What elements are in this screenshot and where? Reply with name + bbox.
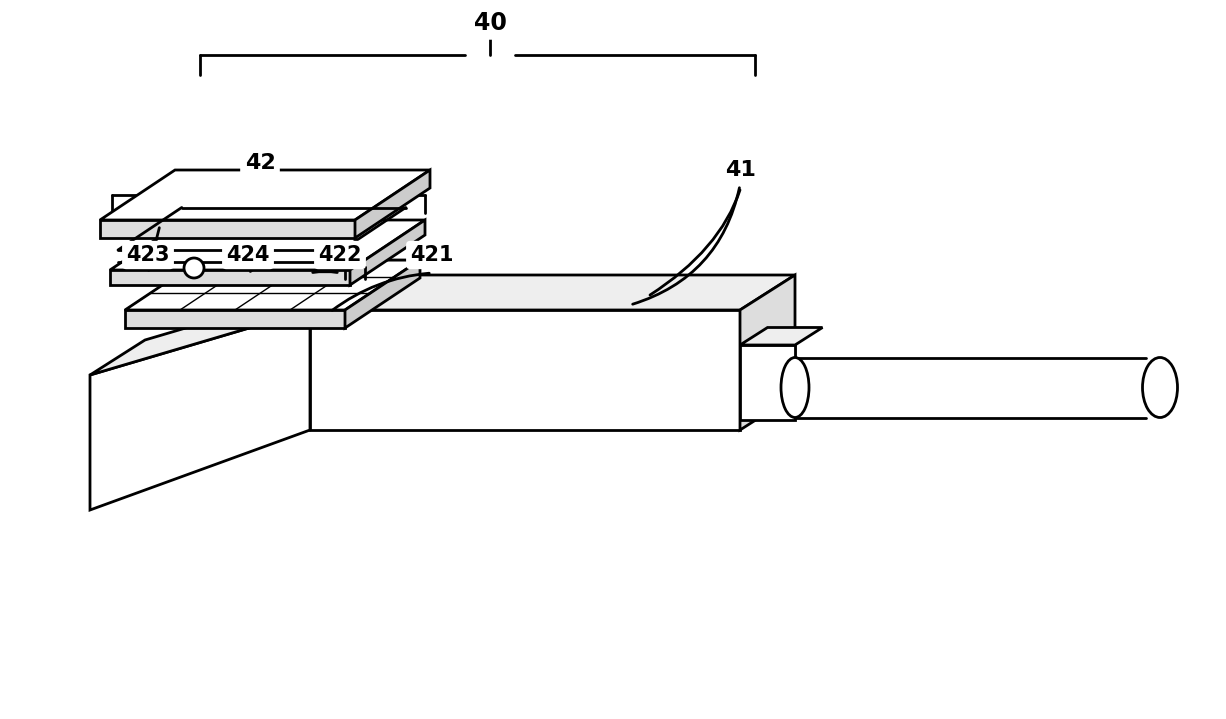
Ellipse shape [781,357,809,418]
Polygon shape [101,170,430,220]
Polygon shape [310,310,741,430]
Polygon shape [310,275,794,310]
Text: 423: 423 [126,245,169,265]
Polygon shape [741,327,823,345]
Polygon shape [349,220,425,285]
FancyArrowPatch shape [650,190,741,295]
Circle shape [184,258,204,278]
Polygon shape [101,220,356,238]
Text: 424: 424 [227,245,270,265]
Polygon shape [345,260,421,328]
Polygon shape [89,275,365,375]
Ellipse shape [1143,357,1177,418]
Polygon shape [741,345,794,420]
Polygon shape [125,260,421,310]
Polygon shape [89,310,310,510]
Polygon shape [741,275,794,430]
Text: 421: 421 [411,245,454,265]
Polygon shape [356,170,430,238]
Text: 40: 40 [473,11,506,35]
Text: 42: 42 [245,153,276,173]
Text: 422: 422 [319,245,362,265]
Polygon shape [110,220,425,270]
Polygon shape [110,270,349,285]
Polygon shape [125,310,345,328]
Text: 41: 41 [725,160,755,180]
